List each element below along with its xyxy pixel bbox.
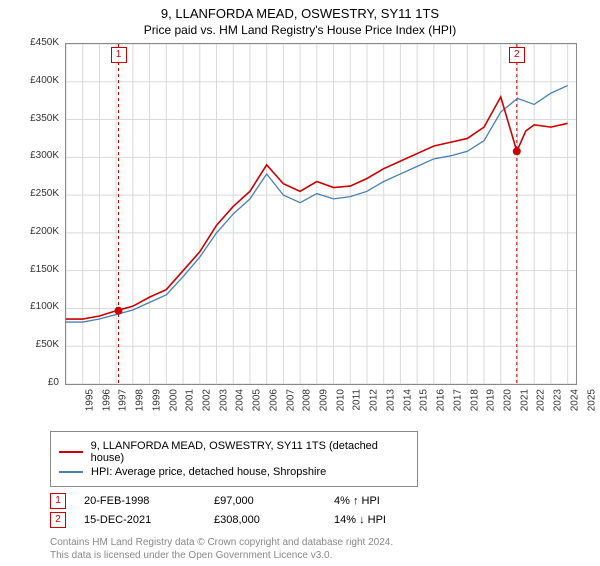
x-axis-label: 2009 (318, 389, 329, 411)
legend-item: 9, LLANFORDA MEAD, OSWESTRY, SY11 1TS (d… (59, 440, 409, 464)
transaction-date: 15-DEC-2021 (84, 514, 214, 526)
transaction-price: £308,000 (214, 514, 334, 526)
transaction-marker-icon: 2 (50, 512, 66, 528)
x-axis-label: 2007 (285, 389, 296, 411)
y-axis-label: £200K (15, 226, 59, 237)
x-axis-label: 2016 (435, 389, 446, 411)
chart-marker-icon: 2 (509, 47, 525, 63)
transaction-price: £97,000 (214, 495, 334, 507)
x-axis-label: 2001 (185, 389, 196, 411)
y-axis-label: £450K (15, 37, 59, 48)
y-axis-label: £350K (15, 113, 59, 124)
chart-marker-icon: 1 (111, 47, 127, 63)
y-axis-label: £150K (15, 264, 59, 275)
transaction-delta: 4% ↑ HPI (334, 495, 380, 507)
x-axis-label: 2006 (268, 389, 279, 411)
transaction-row: 2 15-DEC-2021 £308,000 14% ↓ HPI (50, 512, 600, 528)
x-axis-label: 1998 (134, 389, 145, 411)
x-axis-label: 2005 (251, 389, 262, 411)
y-axis-label: £400K (15, 75, 59, 86)
x-axis-label: 2002 (201, 389, 212, 411)
transaction-row: 1 20-FEB-1998 £97,000 4% ↑ HPI (50, 493, 600, 509)
x-axis-label: 2021 (519, 389, 530, 411)
y-axis-label: £250K (15, 188, 59, 199)
chart-area: £0 £50K £100K £150K £200K £250K £300K £350K £400… (15, 43, 585, 423)
footer: Contains HM Land Registry data © Crown c… (50, 536, 600, 562)
x-axis-label: 2020 (502, 389, 513, 411)
y-axis-label: £50K (15, 339, 59, 350)
page-subtitle: Price paid vs. HM Land Registry's House … (0, 23, 600, 37)
price-chart (65, 43, 577, 385)
x-axis-label: 2019 (486, 389, 497, 411)
footer-line: This data is licensed under the Open Gov… (50, 549, 600, 562)
transaction-delta: 14% ↓ HPI (334, 514, 386, 526)
y-axis-label: £300K (15, 150, 59, 161)
x-axis-label: 2014 (402, 389, 413, 411)
y-axis-label: £0 (15, 377, 59, 388)
x-axis-label: 2013 (385, 389, 396, 411)
x-axis-label: 1999 (151, 389, 162, 411)
y-axis-label: £100K (15, 301, 59, 312)
transactions: 1 20-FEB-1998 £97,000 4% ↑ HPI 2 15-DEC-… (50, 493, 600, 528)
x-axis-label: 2024 (569, 389, 580, 411)
legend-item: HPI: Average price, detached house, Shro… (59, 466, 409, 478)
x-axis-label: 2010 (335, 389, 346, 411)
x-axis-label: 2012 (369, 389, 380, 411)
page-title: 9, LLANFORDA MEAD, OSWESTRY, SY11 1TS (0, 6, 600, 21)
legend-label: 9, LLANFORDA MEAD, OSWESTRY, SY11 1TS (d… (91, 440, 409, 464)
x-axis-label: 2003 (218, 389, 229, 411)
x-axis-label: 2018 (469, 389, 480, 411)
x-axis-label: 2017 (452, 389, 463, 411)
x-axis-label: 1996 (101, 389, 112, 411)
legend-swatch-icon (59, 451, 83, 453)
x-axis-label: 2008 (302, 389, 313, 411)
x-axis-label: 2011 (351, 389, 362, 411)
x-axis-label: 2022 (536, 389, 547, 411)
x-axis-label: 2000 (168, 389, 179, 411)
legend: 9, LLANFORDA MEAD, OSWESTRY, SY11 1TS (d… (50, 431, 418, 487)
legend-label: HPI: Average price, detached house, Shro… (91, 466, 326, 478)
x-axis-label: 2015 (419, 389, 430, 411)
legend-swatch-icon (59, 471, 83, 473)
x-axis-label: 1995 (84, 389, 95, 411)
x-axis-label: 2004 (235, 389, 246, 411)
x-axis-label: 2025 (586, 389, 597, 411)
footer-line: Contains HM Land Registry data © Crown c… (50, 536, 600, 549)
x-axis-label: 2023 (552, 389, 563, 411)
transaction-marker-icon: 1 (50, 493, 66, 509)
transaction-date: 20-FEB-1998 (84, 495, 214, 507)
x-axis-label: 1997 (118, 389, 129, 411)
